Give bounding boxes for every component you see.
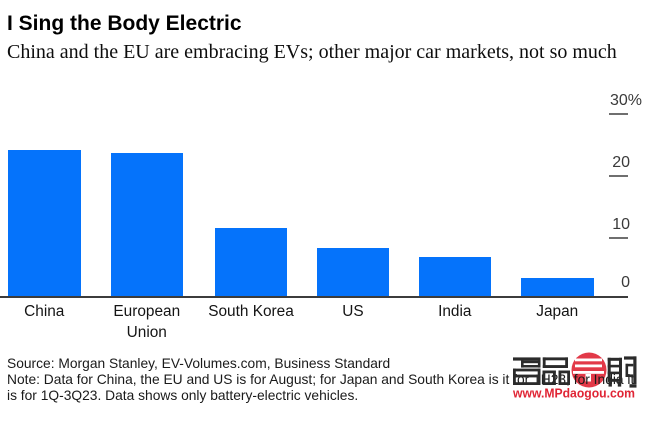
svg-text:www.MPdaogou.com: www.MPdaogou.com xyxy=(512,386,635,401)
